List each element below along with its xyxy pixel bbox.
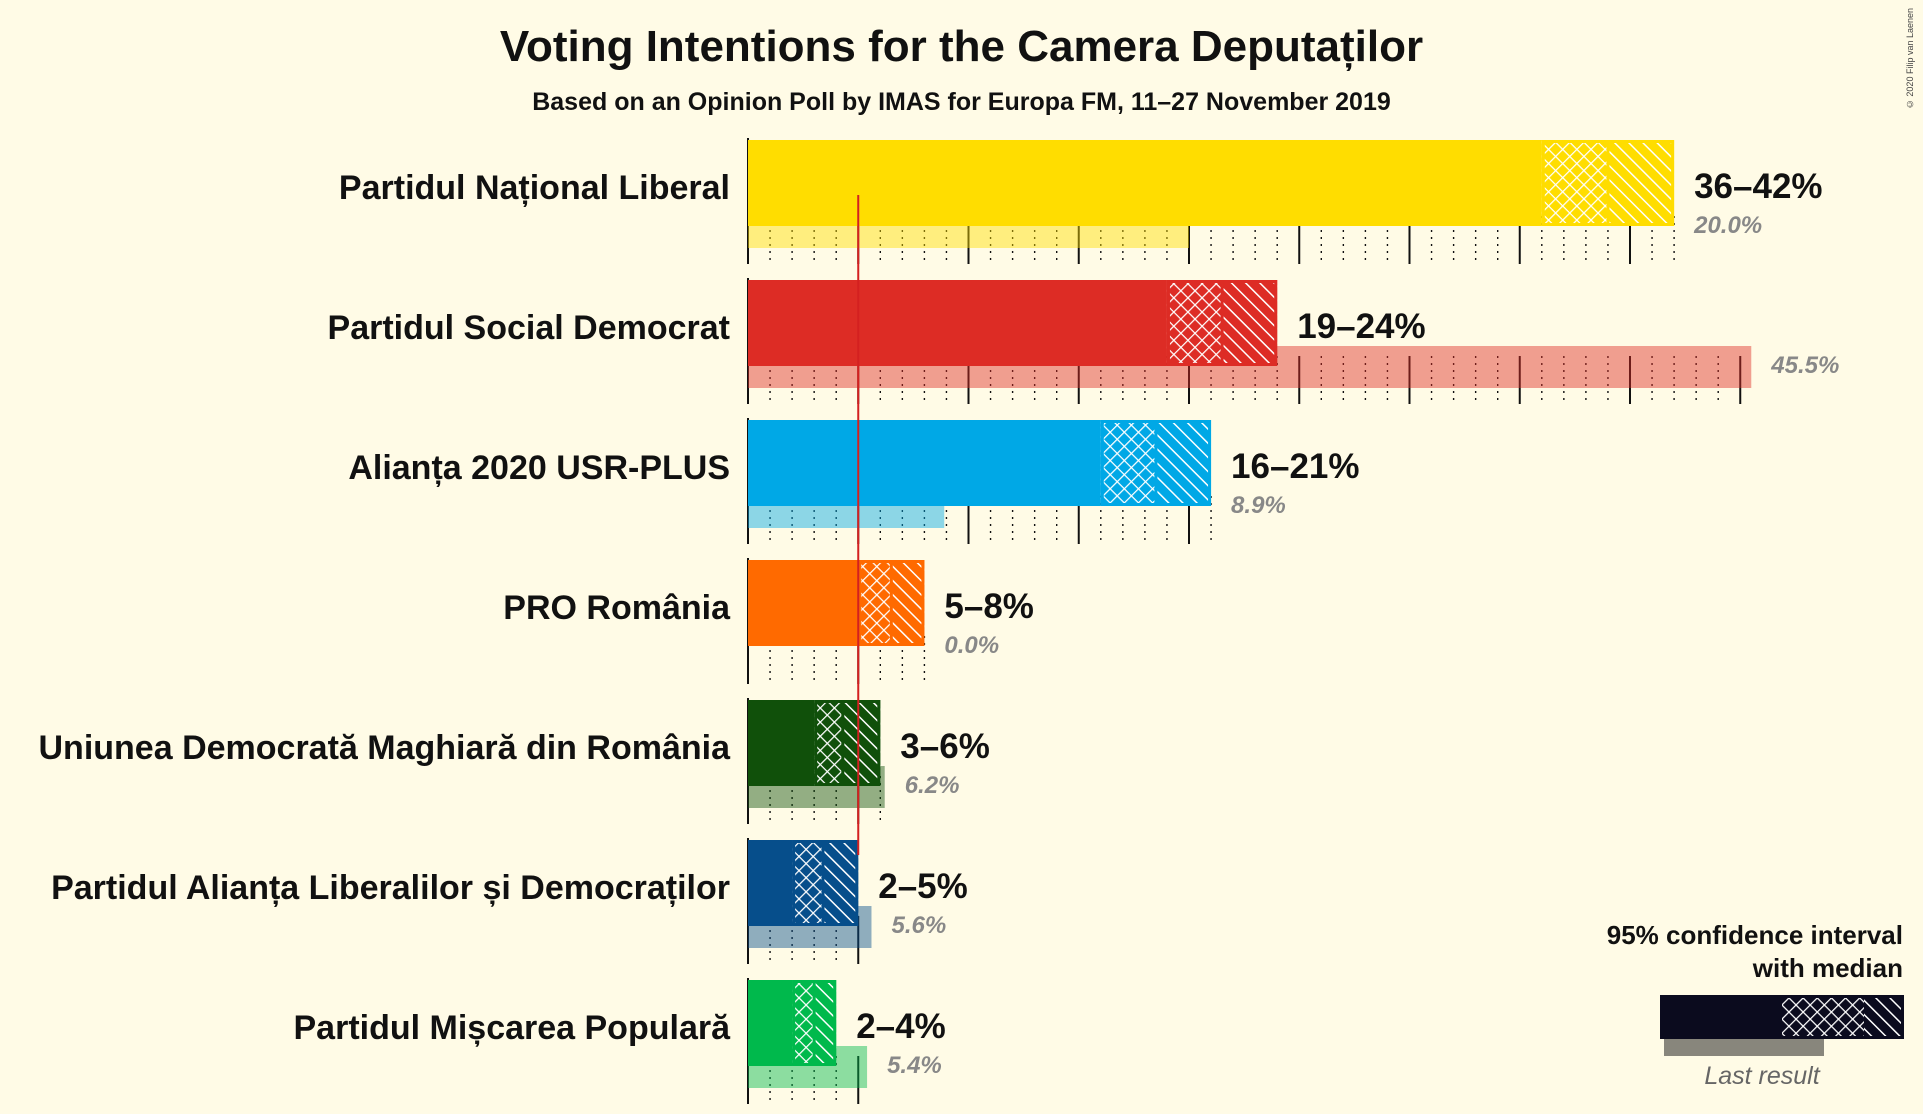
row-partidul-social-democrat: Partidul Social Democrat 19–24% 45.5% [328,278,1839,404]
bar-ci-upper-pattern [891,560,925,646]
bar-ci-upper-pattern [1607,140,1675,226]
last-result-label: 5.4% [887,1052,942,1079]
bar-solid [748,140,1542,226]
bar-solid [748,840,793,926]
bar-ci-lower-pattern [1541,140,1608,226]
bar-solid [748,980,793,1066]
range-label: 16–21% [1231,447,1359,486]
range-label: 19–24% [1297,307,1425,346]
legend-title-line2: with median [1752,953,1903,983]
bar-solid [748,700,815,786]
party-name: Partidul Alianța Liberalilor și Democraț… [51,869,730,907]
row-pro-romania: PRO România 5–8% 0.0% [503,558,1034,684]
legend-outline [1660,995,1904,1039]
last-result-label: 8.9% [1231,492,1286,519]
last-result-label: 45.5% [1770,352,1839,379]
party-name: Alianța 2020 USR-PLUS [348,449,730,487]
party-name: Partidul Național Liberal [339,169,730,207]
bar-ci-lower-pattern [1166,280,1223,366]
bar-ci-upper-pattern [1155,420,1212,506]
legend-title-line1: 95% confidence interval [1607,920,1903,950]
party-name: Partidul Social Democrat [328,309,730,347]
bar-ci-upper-pattern [842,700,881,786]
bar-ci-outline [814,700,881,786]
bar-solid [748,560,859,646]
bar-ci-upper-pattern [822,840,859,926]
last-result-label: 5.6% [891,912,946,939]
row-partidul-alianta-liberalilor-si-democratilor: Partidul Alianța Liberalilor și Democraț… [51,838,968,964]
party-name: Uniunea Democrată Maghiară din România [39,729,732,767]
bar-ci-lower-pattern [858,560,892,646]
row-alianta-2020-usr-plus: Alianța 2020 USR-PLUS 16–21% 8.9% [348,418,1360,544]
range-label: 2–5% [878,867,968,906]
bar-ci-lower-pattern [792,840,823,926]
legend-last-result-label: Last result [1704,1062,1820,1090]
chart-title: Voting Intentions for the Camera Deputaț… [499,22,1424,71]
last-result-label: 0.0% [944,632,999,659]
bar-ci-lower-pattern [814,700,843,786]
range-label: 2–4% [856,1007,946,1046]
bar-ci-lower-pattern [792,980,815,1066]
row-partidul-national-liberal: Partidul Național Liberal 36–42% 20.0% [339,138,1823,264]
range-label: 36–42% [1694,167,1822,206]
row-uniunea-democrata-maghiara-din-romania: Uniunea Democrată Maghiară din România 3–… [39,698,990,824]
legend-cross-pattern [1782,995,1864,1039]
legend-hatch-pattern [1864,995,1904,1039]
bar-solid [748,280,1167,366]
range-label: 3–6% [900,727,990,766]
legend-solid-swatch [1660,995,1782,1039]
bar-ci-outline [792,840,859,926]
bar-solid [748,420,1101,506]
bar-ci-lower-pattern [1100,420,1156,506]
row-partidul-miscarea-populara: Partidul Mișcarea Populară 2–4% 5.4% [294,978,946,1104]
party-name: Partidul Mișcarea Populară [294,1009,732,1047]
bar-ci-upper-pattern [1222,280,1278,366]
range-label: 5–8% [944,587,1034,626]
last-result-label: 20.0% [1693,212,1762,239]
chart-subtitle: Based on an Opinion Poll by IMAS for Eur… [532,88,1391,116]
party-name: PRO România [503,589,731,627]
bar-ci-upper-pattern [814,980,837,1066]
last-result-label: 6.2% [905,772,960,799]
